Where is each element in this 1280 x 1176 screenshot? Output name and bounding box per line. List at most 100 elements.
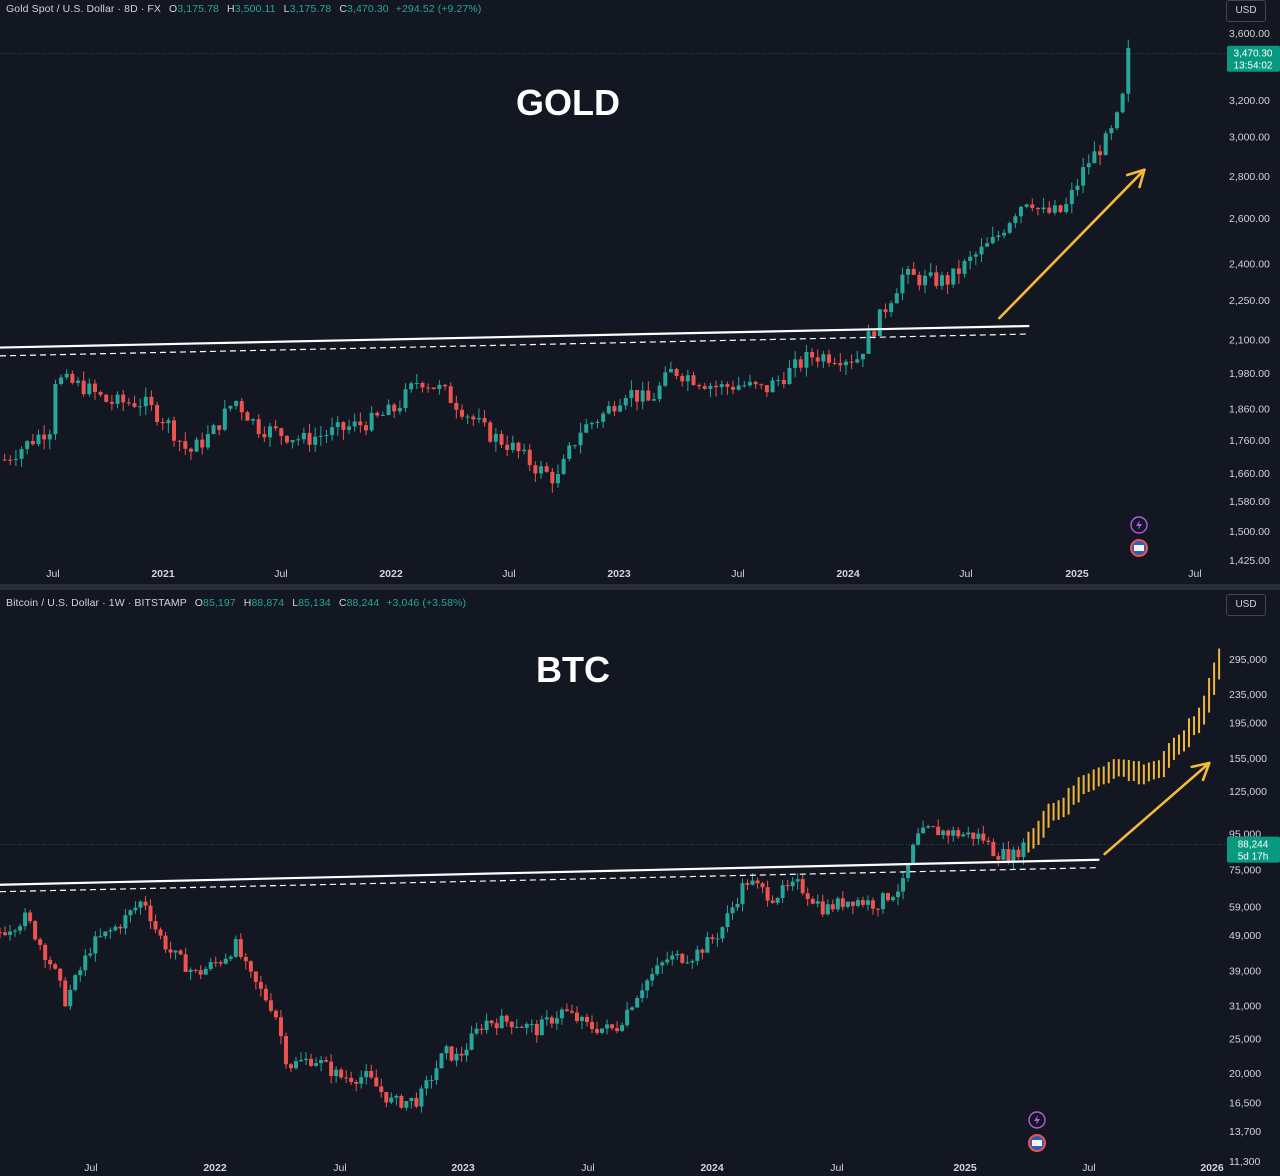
gold-trend-arrow[interactable]: [998, 168, 1146, 320]
btc-resistance-trendline[interactable]: [0, 858, 1100, 886]
gold-candle: [1030, 204, 1035, 208]
gold-candle: [172, 420, 177, 441]
btc-symbol[interactable]: Bitcoin / U.S. Dollar · 1W · BITSTAMP: [6, 597, 187, 609]
gold-legend: Gold Spot / U.S. Dollar · 8D · FX O3,175…: [6, 3, 481, 15]
gold-candle: [403, 389, 408, 409]
pane-separator[interactable]: [0, 584, 1280, 590]
btc-candle: [78, 970, 83, 976]
gold-candle: [894, 293, 899, 304]
btc-candle: [88, 953, 93, 956]
gold-y-tick-label: 2,600.00: [1229, 213, 1270, 225]
gold-x-tick-label: Jul: [959, 568, 972, 580]
gold-candle: [1041, 207, 1046, 210]
btc-candle: [479, 1028, 484, 1030]
gold-candle: [612, 406, 617, 412]
btc-candle: [38, 939, 43, 945]
btc-candle: [760, 883, 765, 888]
gold-candle: [550, 471, 555, 484]
btc-candle: [243, 956, 248, 962]
gold-candle: [166, 420, 171, 424]
gold-candle: [635, 390, 640, 402]
lightning-icon[interactable]: [1028, 1111, 1046, 1129]
gold-candle: [1120, 93, 1125, 113]
btc-candle: [178, 950, 183, 955]
btc-trend-arrow[interactable]: [1103, 761, 1211, 856]
gold-chart-pane[interactable]: GOLD 3,600.00 3,200.00 3,000.00 2,800.00 2,60…: [0, 0, 1280, 584]
gold-candle: [1002, 232, 1007, 236]
gold-candle: [663, 372, 668, 386]
btc-x-tick-label: Jul: [1082, 1162, 1095, 1174]
btc-candle: [309, 1058, 314, 1066]
btc-candle: [870, 900, 875, 909]
btc-candle: [489, 1020, 494, 1024]
btc-candle: [193, 969, 198, 971]
gold-candle: [1069, 189, 1074, 205]
btc-candle: [865, 900, 870, 905]
btc-candle: [665, 959, 670, 963]
btc-candle: [238, 939, 243, 957]
btc-candle: [128, 910, 133, 916]
btc-candle: [891, 897, 896, 901]
gold-candle: [313, 436, 318, 445]
btc-x-tick-label: Jul: [581, 1162, 594, 1174]
gold-candle: [358, 421, 363, 426]
btc-candle: [258, 981, 263, 989]
btc-chart[interactable]: BTC 295,000235,000195,000155,000125,00095…: [0, 590, 1280, 1176]
gold-candle: [363, 425, 368, 431]
gold-candle: [155, 405, 160, 422]
gold-dashed-trendline[interactable]: [0, 333, 1030, 357]
btc-currency-button[interactable]: USD: [1226, 594, 1266, 616]
btc-candle: [635, 998, 640, 1008]
btc-candle: [584, 1016, 589, 1023]
btc-candle: [775, 897, 780, 903]
btc-candle: [299, 1059, 304, 1062]
gold-currency-button[interactable]: USD: [1226, 0, 1266, 22]
gold-candle: [589, 422, 594, 425]
gold-high-value: 3,500.11: [234, 3, 276, 15]
btc-high-label: H: [243, 597, 252, 609]
gold-candle: [1019, 206, 1024, 217]
gold-candle: [770, 380, 775, 393]
btc-x-tick-label: 2024: [700, 1162, 724, 1174]
btc-candle: [620, 1025, 625, 1032]
btc-candle: [675, 953, 680, 956]
btc-chart-pane[interactable]: BTC 295,000 235,000 195,000 155,000 125,000 95…: [0, 590, 1280, 1176]
btc-price-tag: [1227, 836, 1280, 863]
btc-candle: [755, 880, 760, 884]
btc-candle: [474, 1028, 479, 1034]
gold-chart[interactable]: GOLD 3,600.00 3,200.00 3,000.00 2,800.00 2,60…: [0, 0, 1280, 584]
gold-high-label: H: [227, 3, 235, 15]
gold-candle: [64, 373, 69, 378]
gold-candle: [335, 422, 340, 428]
btc-candle: [379, 1086, 384, 1093]
btc-candle: [459, 1053, 464, 1056]
gold-candle: [623, 398, 628, 406]
lightning-icon[interactable]: [1130, 516, 1148, 534]
gold-candle: [747, 381, 752, 386]
gold-candle: [386, 404, 391, 415]
btc-candle: [579, 1016, 584, 1022]
gold-candle: [420, 382, 425, 388]
btc-candle: [936, 826, 941, 836]
btc-candle: [860, 900, 865, 905]
btc-candle: [133, 907, 138, 911]
gold-candle: [866, 331, 871, 354]
btc-candle: [529, 1023, 534, 1025]
gold-candle: [889, 303, 894, 312]
gold-candle: [923, 275, 928, 286]
gold-resistance-trendline[interactable]: [0, 324, 1030, 349]
gold-y-tick-label: 2,800.00: [1229, 171, 1270, 183]
gold-candle: [917, 274, 922, 286]
gold-candle: [273, 426, 278, 429]
btc-candle: [228, 956, 233, 959]
btc-candle: [885, 893, 890, 901]
btc-y-tick-label: 295,000: [1229, 654, 1267, 666]
gold-candle: [651, 399, 656, 401]
gold-symbol[interactable]: Gold Spot / U.S. Dollar · 8D · FX: [6, 3, 162, 15]
btc-chart-title: BTC: [536, 649, 610, 690]
btc-dashed-trendline[interactable]: [0, 867, 1100, 893]
btc-candle: [720, 927, 725, 939]
gold-candle: [860, 353, 865, 360]
gold-candle: [804, 352, 809, 368]
btc-candle: [805, 893, 810, 900]
